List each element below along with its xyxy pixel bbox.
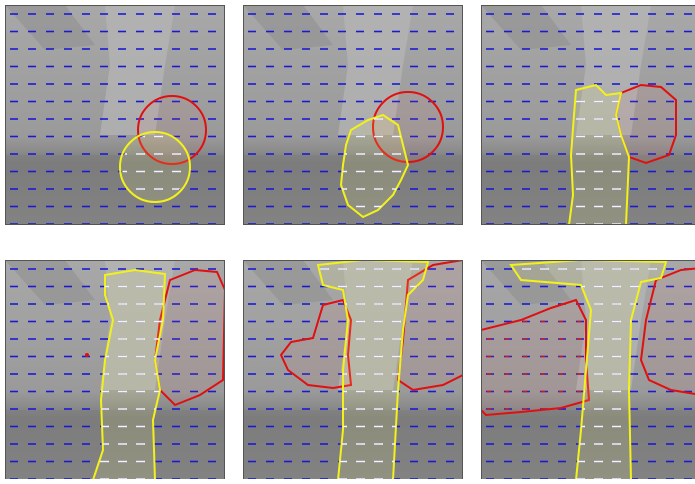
panel [5, 260, 225, 479]
red-dot [85, 353, 89, 357]
panel [243, 5, 463, 225]
panel [481, 5, 695, 225]
panel [481, 260, 695, 479]
panel [5, 5, 225, 225]
panel [243, 260, 463, 479]
